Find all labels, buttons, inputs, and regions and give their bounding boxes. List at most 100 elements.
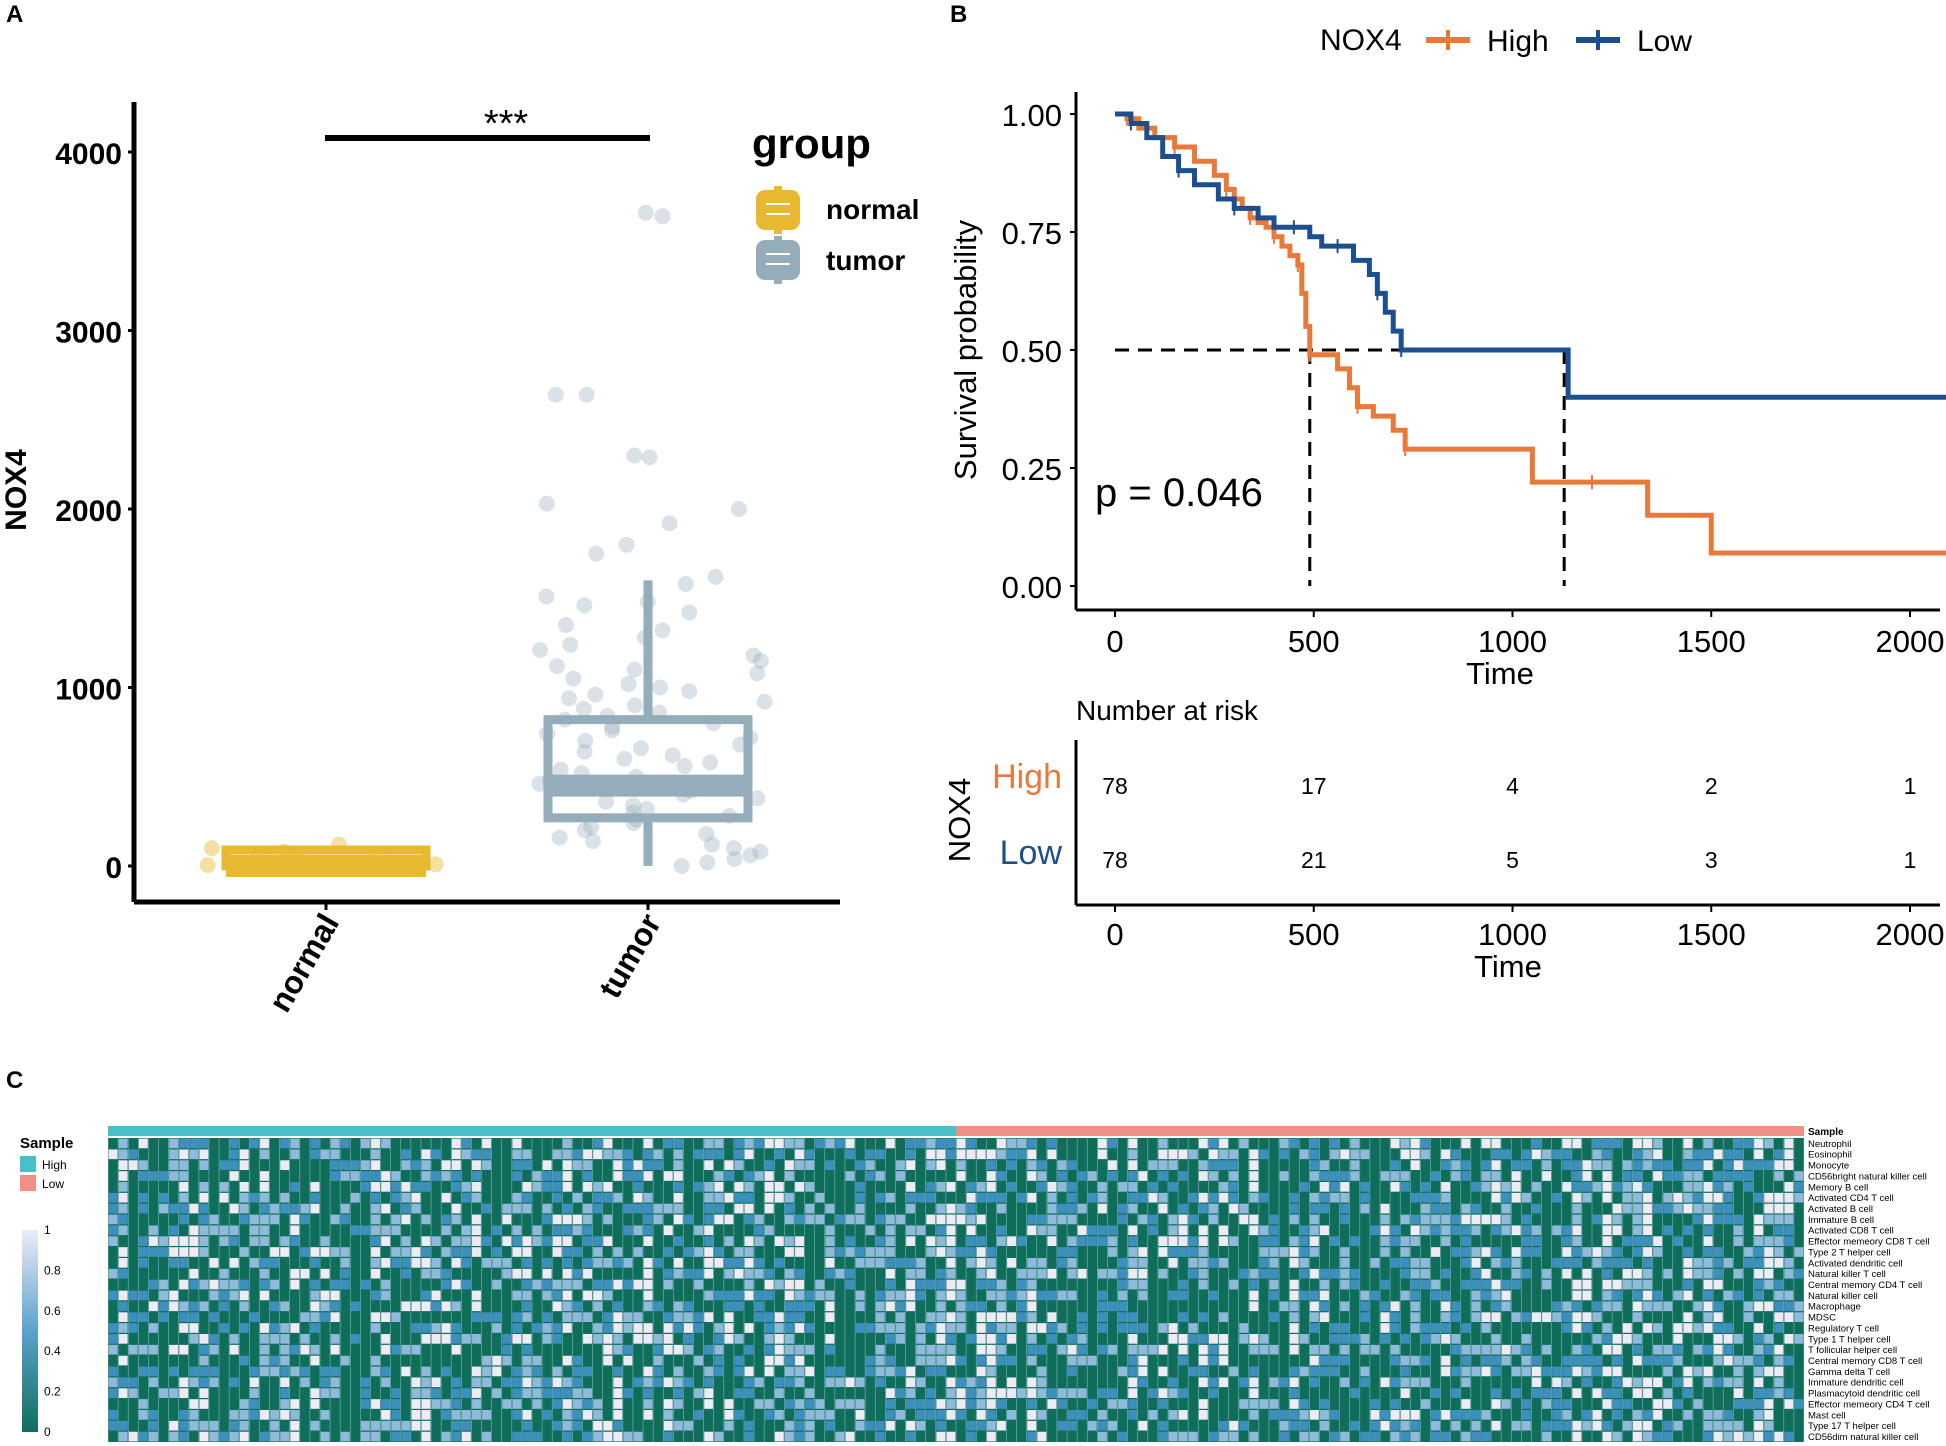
data-point-tumor [551,829,568,846]
heatmap-cell [704,1138,714,1149]
heatmap-cell [290,1182,300,1192]
heatmap-cell [572,1399,582,1409]
heatmap-cell [310,1279,320,1290]
heatmap-cell [734,1334,744,1344]
heatmap-cell [472,1366,481,1377]
heatmap-cell [724,1312,734,1322]
heatmap-cell [1239,1323,1249,1333]
heatmap-cell [108,1344,118,1355]
heatmap-cell [764,1399,774,1409]
heatmap-cell [179,1214,189,1225]
heatmap-cell [482,1160,492,1170]
heatmap-cell [956,1399,966,1409]
heatmap-cell [199,1366,209,1377]
heatmap-cell [673,1312,683,1322]
heatmap-cell [1461,1279,1471,1290]
heatmap-cell [1572,1258,1582,1268]
heatmap-cell [1350,1236,1360,1246]
heatmap-cell [169,1431,179,1442]
heatmap-cell [1108,1388,1117,1398]
heatmap-cell [1723,1410,1733,1420]
heatmap-cell [875,1366,885,1377]
heatmap-cell [1410,1214,1420,1225]
heatmap-cell [1269,1290,1279,1301]
heatmap-cell [1612,1355,1622,1366]
heatmap-cell [1148,1225,1158,1236]
heatmap-cell [623,1258,633,1268]
heatmap-cell [1441,1203,1451,1214]
heatmap-cell [896,1410,905,1420]
heatmap-cell [451,1203,461,1214]
heatmap-cell [1269,1312,1279,1322]
heatmap-cell [1592,1301,1602,1312]
heatmap-cell [1249,1225,1259,1236]
heatmap-cell [1723,1258,1733,1268]
heatmap-cell [966,1399,976,1409]
heatmap-cell [1229,1236,1239,1246]
heatmap-cell [1118,1399,1128,1409]
heatmap-cell [714,1258,724,1268]
heatmap-cell [724,1301,734,1312]
heatmap-cell [350,1160,360,1170]
data-point-tumor [616,750,633,767]
heatmap-cell [1188,1334,1198,1344]
risk-count-high: 1 [1904,773,1917,799]
heatmap-cell [1552,1192,1562,1203]
heatmap-cell [1491,1279,1501,1290]
heatmap-cell [1713,1410,1723,1420]
heatmap-cell [118,1388,128,1398]
heatmap-cell [1602,1344,1612,1355]
heatmap-cell [744,1258,754,1268]
heatmap-cell [1168,1214,1178,1225]
heatmap-cell [663,1334,673,1344]
heatmap-cell [795,1399,804,1409]
heatmap-cell [522,1149,532,1160]
heatmap-cell [1612,1225,1622,1236]
heatmap-cell [1552,1388,1562,1398]
heatmap-cell [1744,1138,1753,1149]
heatmap-cell [381,1138,391,1149]
heatmap-cell [916,1225,926,1236]
heatmap-cell [906,1290,916,1301]
heatmap-cell [734,1192,744,1203]
heatmap-cell [1673,1399,1683,1409]
heatmap-cell [108,1323,118,1333]
heatmap-cell [1017,1388,1027,1398]
heatmap-cell [441,1225,451,1236]
heatmap-cell [916,1334,926,1344]
heatmap-cell [986,1268,996,1279]
heatmap-cell [1087,1399,1097,1409]
heatmap-cell [916,1290,926,1301]
heatmap-cell [128,1160,138,1170]
heatmap-cell [1663,1431,1673,1442]
heatmap-cell [482,1149,492,1160]
heatmap-cell [835,1138,845,1149]
heatmap-cell [118,1225,128,1236]
heatmap-cell [1340,1192,1350,1203]
heatmap-cell [896,1388,905,1398]
heatmap-cell [1693,1344,1703,1355]
heatmap-cell [714,1192,724,1203]
heatmap-cell [1138,1366,1148,1377]
heatmap-cell [754,1301,764,1312]
heatmap-cell [270,1323,280,1333]
heatmap-cell [825,1225,835,1236]
heatmap-cell [572,1225,582,1236]
heatmap-cell [1239,1377,1249,1388]
heatmap-cell [179,1431,189,1442]
heatmap-cell [684,1377,693,1388]
heatmap-cell [764,1225,774,1236]
heatmap-cell [562,1138,572,1149]
heatmap-cell [1249,1366,1259,1377]
heatmap-cell [774,1355,784,1366]
heatmap-cell [280,1138,290,1149]
heatmap-cell [421,1258,431,1268]
heatmap-cell [956,1171,966,1181]
heatmap-cell [1158,1236,1168,1246]
heatmap-cell [1653,1410,1663,1420]
heatmap-cell [946,1236,956,1246]
heatmap-cell [885,1410,895,1420]
heatmap-cell [906,1149,916,1160]
heatmap-cell [371,1160,380,1170]
heatmap-cell [1309,1355,1319,1366]
